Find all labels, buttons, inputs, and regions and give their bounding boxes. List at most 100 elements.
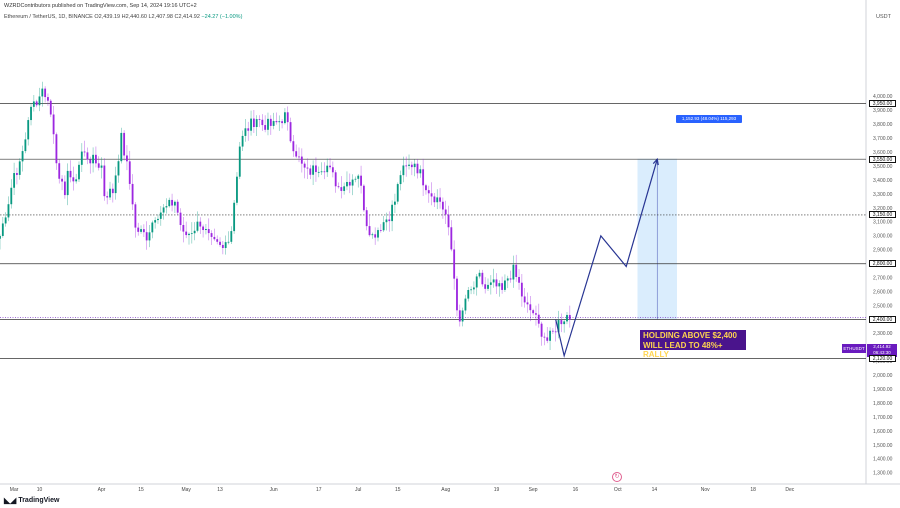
- candle[interactable]: [348, 181, 351, 186]
- candle[interactable]: [16, 173, 18, 175]
- candle[interactable]: [515, 264, 518, 277]
- candle[interactable]: [509, 278, 512, 280]
- candle[interactable]: [100, 165, 103, 168]
- candle[interactable]: [535, 313, 537, 315]
- candle[interactable]: [566, 314, 568, 322]
- candle[interactable]: [134, 204, 137, 228]
- candle[interactable]: [78, 164, 80, 180]
- candle[interactable]: [512, 264, 515, 280]
- candle[interactable]: [1, 223, 4, 236]
- candle[interactable]: [18, 161, 21, 175]
- candle[interactable]: [162, 207, 165, 213]
- candle[interactable]: [97, 163, 100, 168]
- candle[interactable]: [182, 224, 185, 232]
- candle[interactable]: [269, 118, 272, 126]
- candle[interactable]: [425, 185, 427, 191]
- candle[interactable]: [140, 229, 142, 232]
- candle[interactable]: [427, 190, 430, 194]
- candle[interactable]: [371, 234, 374, 236]
- candle[interactable]: [461, 310, 464, 322]
- candle[interactable]: [487, 284, 489, 289]
- candle[interactable]: [61, 178, 63, 182]
- candle[interactable]: [439, 197, 441, 202]
- candle[interactable]: [165, 206, 168, 208]
- candle[interactable]: [35, 101, 38, 106]
- candle[interactable]: [255, 119, 258, 128]
- candle[interactable]: [286, 112, 289, 123]
- candle[interactable]: [80, 151, 83, 165]
- candle[interactable]: [317, 171, 320, 173]
- candle[interactable]: [495, 279, 498, 287]
- candle[interactable]: [148, 232, 151, 241]
- candle[interactable]: [470, 289, 472, 291]
- candle[interactable]: [523, 296, 526, 303]
- candle[interactable]: [207, 229, 210, 234]
- candle[interactable]: [219, 241, 221, 245]
- candle[interactable]: [128, 161, 131, 184]
- candle[interactable]: [10, 187, 13, 205]
- candle[interactable]: [69, 170, 72, 178]
- candle[interactable]: [444, 209, 447, 215]
- candle[interactable]: [478, 272, 481, 277]
- candle[interactable]: [501, 283, 504, 290]
- candle[interactable]: [441, 201, 444, 210]
- candle[interactable]: [543, 336, 546, 338]
- candle[interactable]: [202, 226, 205, 231]
- candle[interactable]: [546, 337, 549, 341]
- candle[interactable]: [72, 177, 75, 182]
- candle[interactable]: [475, 276, 478, 288]
- candle[interactable]: [151, 222, 154, 233]
- candle[interactable]: [159, 212, 162, 219]
- candle[interactable]: [312, 165, 315, 175]
- candle[interactable]: [21, 151, 24, 162]
- candle[interactable]: [309, 168, 312, 175]
- candle[interactable]: [467, 289, 470, 299]
- candle[interactable]: [526, 302, 529, 305]
- candle[interactable]: [379, 230, 382, 231]
- candle[interactable]: [391, 204, 394, 222]
- candle[interactable]: [450, 227, 453, 250]
- candle[interactable]: [41, 88, 44, 97]
- candle[interactable]: [190, 233, 193, 235]
- candle[interactable]: [27, 120, 30, 140]
- candle[interactable]: [554, 331, 557, 333]
- candle[interactable]: [326, 165, 329, 173]
- candle[interactable]: [551, 330, 554, 332]
- candle[interactable]: [560, 320, 563, 325]
- candle[interactable]: [315, 165, 317, 173]
- candle[interactable]: [402, 165, 405, 176]
- candle[interactable]: [86, 152, 89, 160]
- candle[interactable]: [145, 232, 148, 241]
- candle[interactable]: [171, 199, 173, 206]
- candle[interactable]: [520, 282, 523, 297]
- candle[interactable]: [360, 175, 362, 186]
- candle[interactable]: [506, 278, 509, 281]
- candle[interactable]: [188, 233, 190, 236]
- candle[interactable]: [413, 163, 416, 168]
- candle[interactable]: [320, 171, 323, 173]
- candle[interactable]: [185, 231, 188, 236]
- candle[interactable]: [238, 146, 241, 177]
- candle[interactable]: [357, 175, 360, 179]
- candle[interactable]: [179, 212, 182, 225]
- candle[interactable]: [346, 181, 348, 187]
- candle[interactable]: [430, 193, 433, 197]
- candle[interactable]: [75, 179, 78, 182]
- replay-icon[interactable]: ↻: [612, 472, 622, 482]
- candle[interactable]: [537, 314, 540, 324]
- candle[interactable]: [142, 229, 145, 233]
- candle[interactable]: [396, 184, 399, 202]
- candle[interactable]: [323, 171, 326, 173]
- candle[interactable]: [416, 163, 419, 174]
- candle[interactable]: [32, 101, 35, 107]
- candle[interactable]: [422, 169, 425, 186]
- candle[interactable]: [83, 151, 86, 153]
- candle[interactable]: [49, 100, 52, 115]
- candle[interactable]: [205, 229, 207, 231]
- candle[interactable]: [111, 188, 114, 194]
- candle[interactable]: [504, 280, 506, 290]
- candle[interactable]: [103, 165, 106, 197]
- candle[interactable]: [278, 121, 281, 123]
- candle[interactable]: [489, 282, 492, 285]
